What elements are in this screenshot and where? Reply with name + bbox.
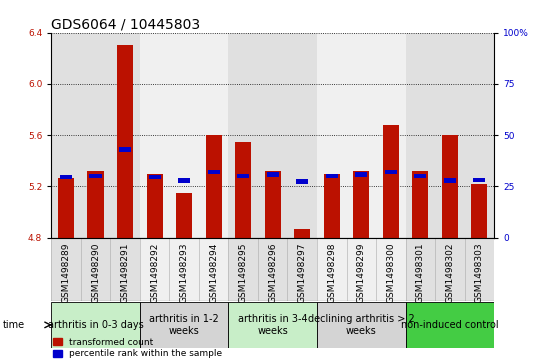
Bar	[353, 171, 369, 238]
Bar	[464, 33, 494, 238]
Bar	[471, 184, 488, 238]
Text: GSM1498291: GSM1498291	[120, 243, 130, 303]
Bar	[51, 238, 81, 301]
Bar	[444, 178, 456, 183]
Bar	[383, 125, 399, 238]
Text: GSM1498294: GSM1498294	[209, 243, 218, 303]
Bar	[170, 33, 199, 238]
Bar	[355, 172, 367, 177]
Bar	[206, 135, 222, 238]
Text: GSM1498301: GSM1498301	[416, 243, 425, 303]
Bar	[228, 302, 317, 347]
Bar	[347, 238, 376, 301]
Bar	[265, 171, 281, 238]
Bar	[148, 175, 161, 179]
Bar	[81, 33, 110, 238]
Text: GSM1498300: GSM1498300	[386, 243, 395, 303]
Bar	[435, 238, 464, 301]
Text: GSM1498293: GSM1498293	[180, 243, 188, 303]
Legend: transformed count, percentile rank within the sample: transformed count, percentile rank withi…	[53, 338, 222, 359]
Bar	[207, 170, 220, 174]
Bar	[199, 33, 228, 238]
Text: GDS6064 / 10445803: GDS6064 / 10445803	[51, 17, 200, 32]
Bar	[414, 174, 427, 178]
Bar	[58, 178, 74, 238]
Bar	[81, 238, 110, 301]
Bar	[406, 302, 494, 347]
Bar	[323, 174, 340, 238]
Bar	[228, 33, 258, 238]
Bar	[287, 33, 317, 238]
Text: time: time	[3, 320, 25, 330]
Text: GSM1498295: GSM1498295	[239, 243, 248, 303]
Bar	[317, 238, 347, 301]
Bar	[176, 193, 192, 238]
Bar	[140, 33, 170, 238]
Bar	[237, 174, 249, 178]
Bar	[110, 33, 140, 238]
Text: non-induced control: non-induced control	[401, 320, 498, 330]
Bar	[110, 238, 140, 301]
Bar	[317, 302, 406, 347]
Bar	[406, 238, 435, 301]
Text: GSM1498290: GSM1498290	[91, 243, 100, 303]
Bar	[146, 174, 163, 238]
Bar	[235, 142, 251, 238]
Bar	[267, 172, 279, 177]
Bar	[60, 175, 72, 179]
Text: GSM1498299: GSM1498299	[357, 243, 366, 303]
Bar	[117, 45, 133, 238]
Text: arthritis in 3-4
weeks: arthritis in 3-4 weeks	[238, 314, 307, 336]
Bar	[258, 238, 287, 301]
Bar	[442, 135, 458, 238]
Bar	[287, 238, 317, 301]
Bar	[294, 229, 310, 238]
Text: arthritis in 0-3 days: arthritis in 0-3 days	[48, 320, 144, 330]
Bar	[140, 238, 170, 301]
Bar	[296, 179, 308, 184]
Bar	[464, 238, 494, 301]
Text: GSM1498298: GSM1498298	[327, 243, 336, 303]
Text: declining arthritis > 2
weeks: declining arthritis > 2 weeks	[308, 314, 415, 336]
Text: GSM1498302: GSM1498302	[446, 243, 454, 303]
Bar	[384, 170, 397, 174]
Bar	[119, 147, 131, 152]
Text: GSM1498289: GSM1498289	[62, 243, 71, 303]
Bar	[51, 33, 81, 238]
Bar	[406, 33, 435, 238]
Text: GSM1498292: GSM1498292	[150, 243, 159, 303]
Bar	[51, 302, 140, 347]
Bar	[228, 238, 258, 301]
Bar	[87, 171, 104, 238]
Bar	[326, 174, 338, 178]
Bar	[140, 302, 228, 347]
Bar	[178, 178, 190, 183]
Text: GSM1498297: GSM1498297	[298, 243, 307, 303]
Bar	[317, 33, 347, 238]
Bar	[376, 33, 406, 238]
Bar	[170, 238, 199, 301]
Text: arthritis in 1-2
weeks: arthritis in 1-2 weeks	[149, 314, 219, 336]
Text: GSM1498296: GSM1498296	[268, 243, 277, 303]
Bar	[258, 33, 287, 238]
Bar	[376, 238, 406, 301]
Bar	[90, 174, 102, 178]
Text: GSM1498303: GSM1498303	[475, 243, 484, 303]
Bar	[412, 171, 428, 238]
Bar	[347, 33, 376, 238]
Bar	[473, 178, 485, 182]
Bar	[199, 238, 228, 301]
Bar	[435, 33, 464, 238]
